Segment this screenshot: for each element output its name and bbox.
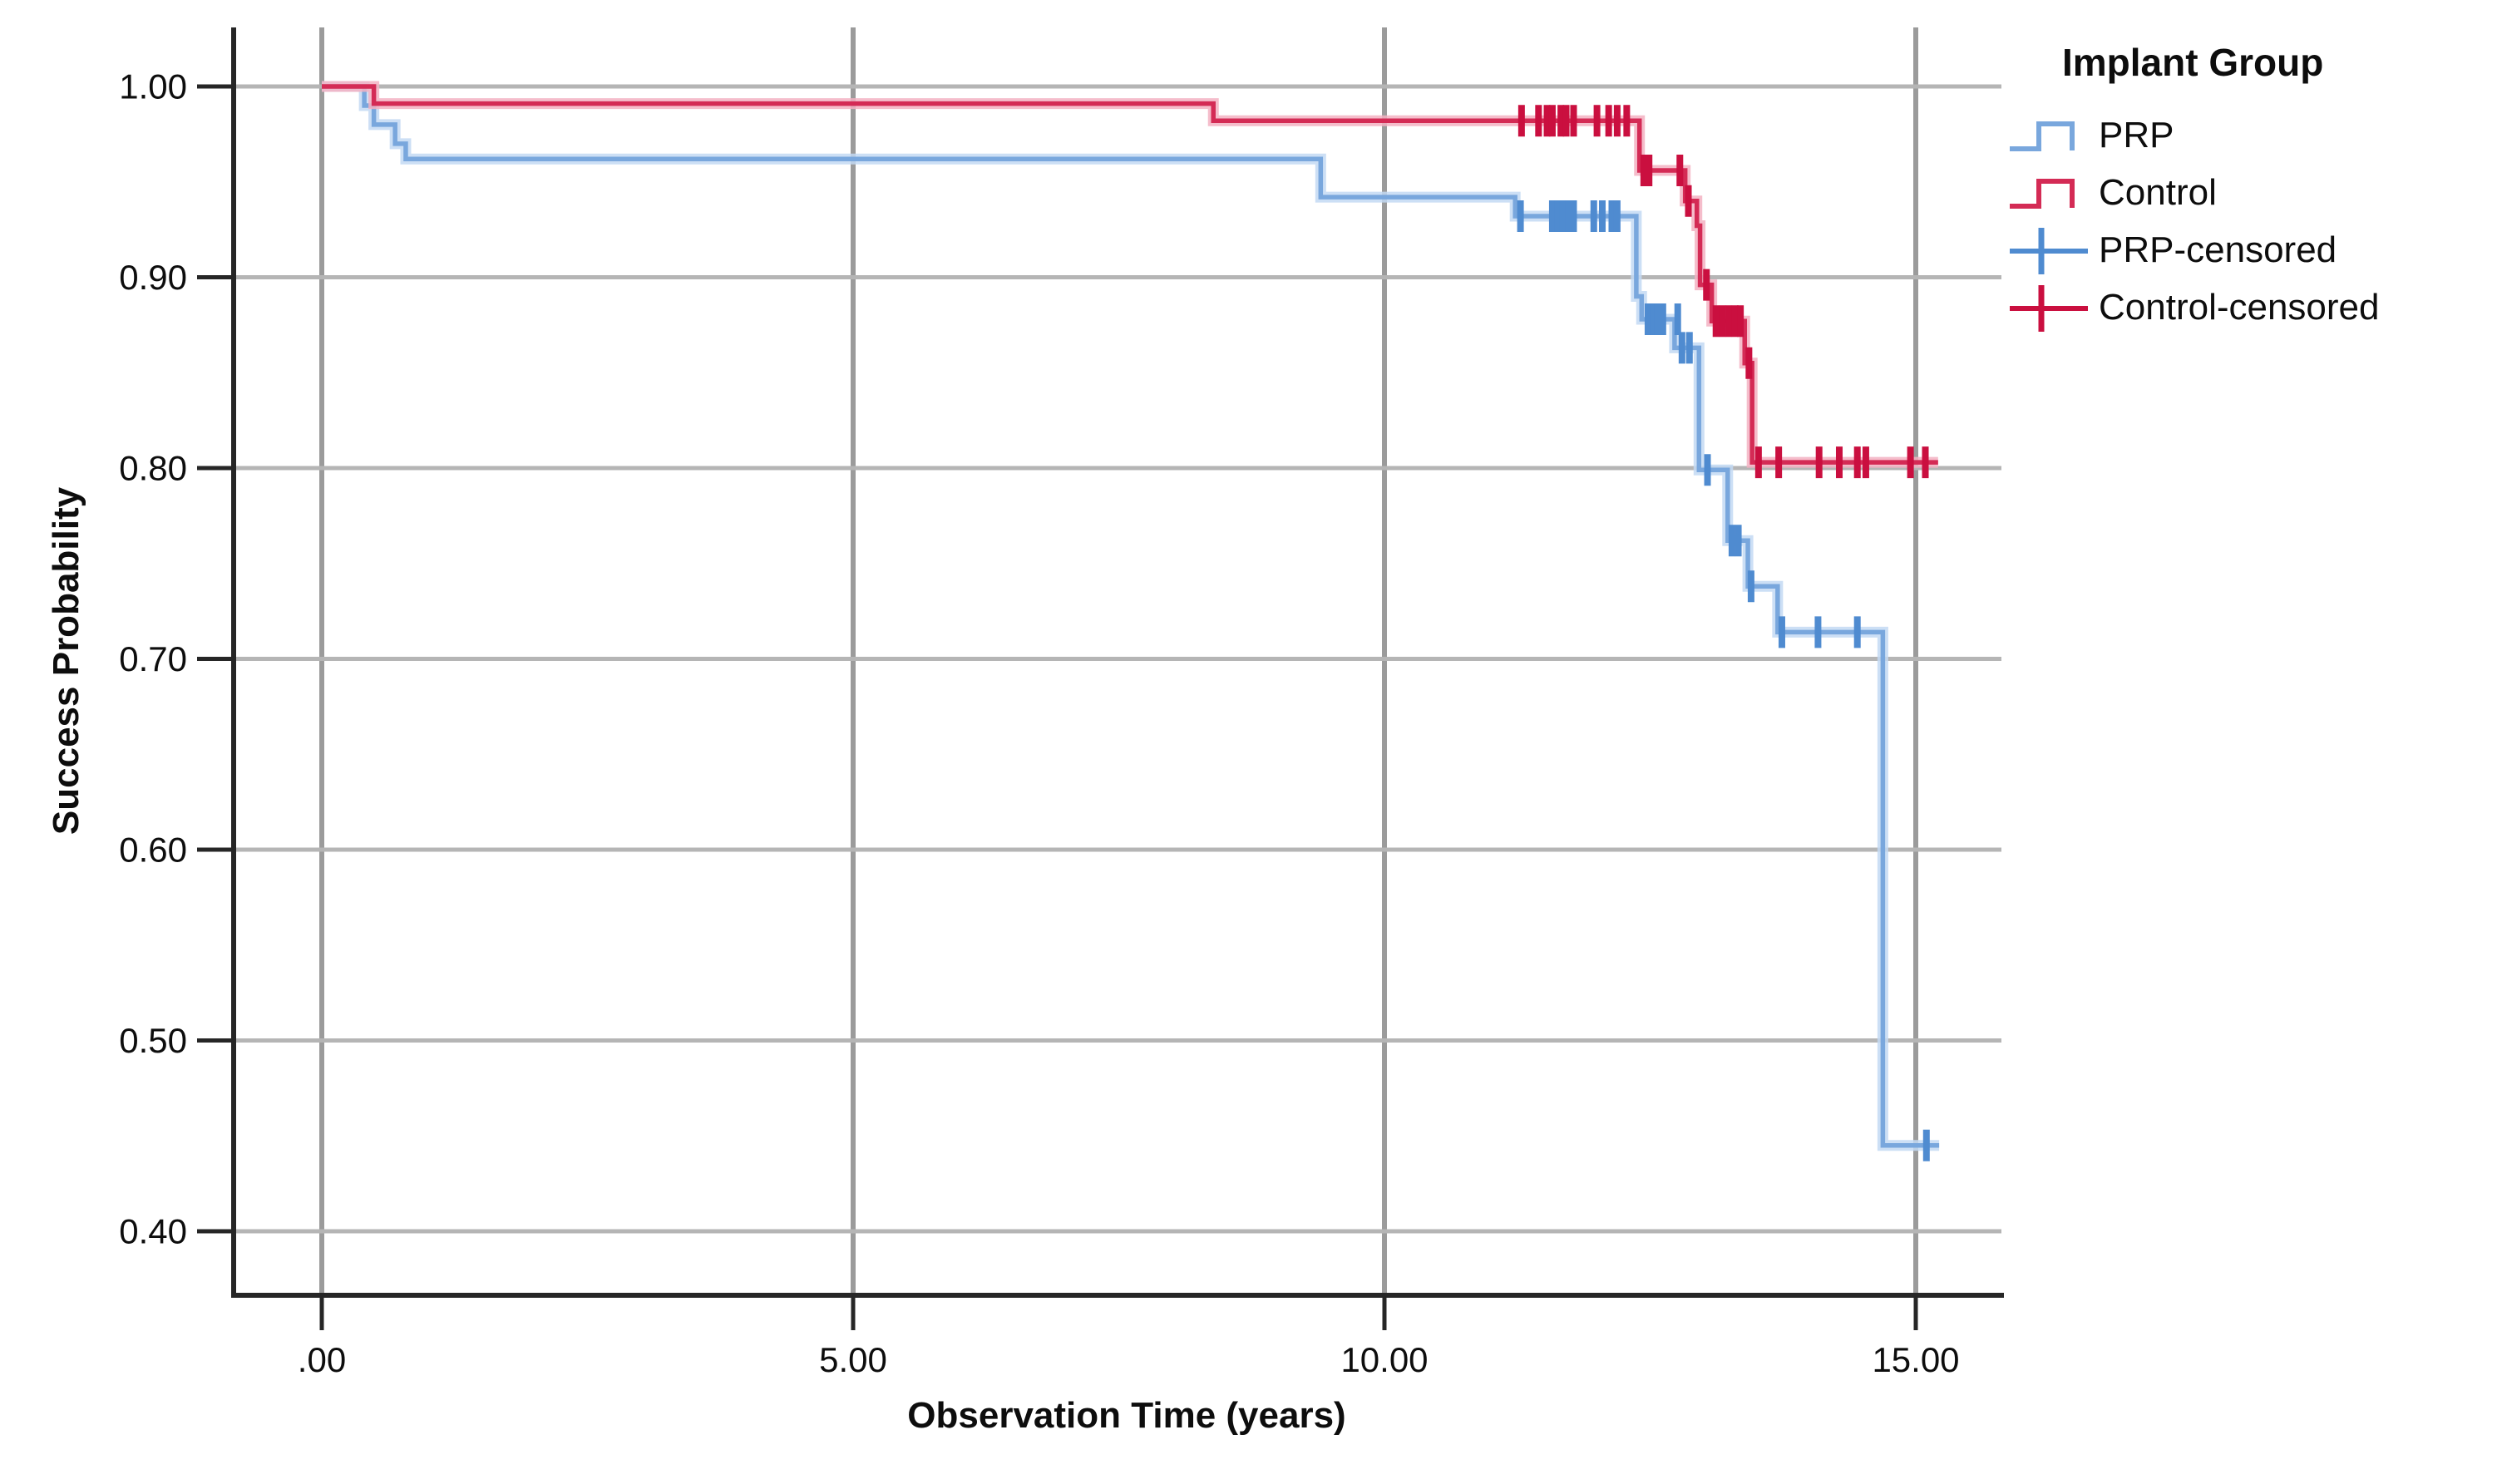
y-axis-title: Success Probability [46,486,86,836]
svg-text:5.00: 5.00 [819,1340,887,1379]
legend-label: PRP [2099,115,2174,156]
svg-text:0.80: 0.80 [119,449,187,488]
step-line-icon [2010,179,2075,210]
svg-text:0.70: 0.70 [119,639,187,678]
legend-label: PRP-censored [2099,229,2337,271]
x-axis-title: Observation Time (years) [907,1395,1346,1436]
svg-text:0.40: 0.40 [119,1212,187,1251]
step-line-icon [2010,121,2075,152]
plus-mark-icon [2010,228,2088,275]
svg-text:10.00: 10.00 [1340,1340,1428,1379]
svg-text:1.00: 1.00 [119,67,187,106]
legend-entry-prp-censored: PRP-censored [2007,222,2494,279]
legend-label: Control-censored [2099,287,2380,328]
legend-entry-control: Control [2007,165,2494,222]
plus-mark-icon [2010,285,2088,333]
legend-title: Implant Group [2062,41,2324,84]
legend: Implant Group PRP Control PRP-censored C… [2007,42,2494,337]
svg-text:15.00: 15.00 [1872,1340,1959,1379]
svg-text:0.90: 0.90 [119,258,187,297]
svg-text:0.60: 0.60 [119,831,187,870]
legend-label: Control [2099,172,2217,214]
svg-text:0.50: 0.50 [119,1021,187,1060]
svg-text:.00: .00 [298,1340,346,1379]
legend-entry-control-censored: Control-censored [2007,279,2494,337]
legend-entry-prp: PRP [2007,107,2494,165]
